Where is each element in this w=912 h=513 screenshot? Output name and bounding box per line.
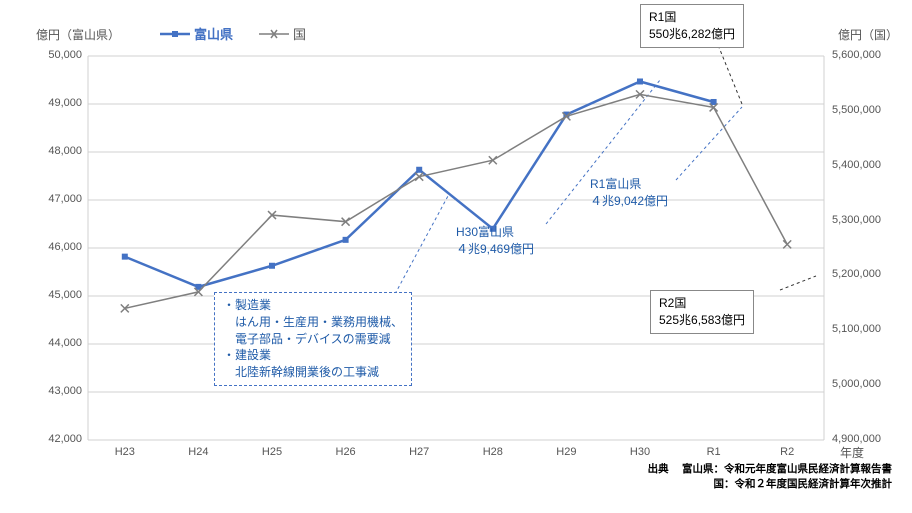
yleft-tick: 43,000 [22, 385, 82, 397]
yleft-tick: 47,000 [22, 193, 82, 205]
yleft-tick: 49,000 [22, 97, 82, 109]
x-tick: H26 [336, 446, 356, 458]
source-line-0: 富山県：令和元年度富山県民経済計算報告書 [682, 463, 892, 475]
yright-tick: 5,400,000 [832, 159, 912, 171]
yleft-tick: 45,000 [22, 289, 82, 301]
x-tick: H23 [115, 446, 135, 458]
annotation-r2-kuni: R2国525兆6,583億円 [650, 290, 754, 334]
yright-tick: 5,300,000 [832, 214, 912, 226]
source-block: 出典 富山県：令和元年度富山県民経済計算報告書 国：令和２年度国民経済計算年次推… [648, 462, 892, 491]
annotation-h30-toyama: H30富山県４兆9,469億円 [456, 224, 534, 258]
annotation-reasons: ・製造業 はん用・生産用・業務用機械、 電子部品・デバイスの需要減・建設業 北陸… [214, 292, 412, 386]
annotation-r1-kuni: R1国550兆6,282億円 [640, 4, 744, 48]
x-tick: H29 [556, 446, 576, 458]
yleft-tick: 42,000 [22, 433, 82, 445]
x-tick: R2 [780, 446, 794, 458]
yright-tick: 5,600,000 [832, 49, 912, 61]
annotation-r1-toyama: R1富山県４兆9,042億円 [590, 176, 668, 210]
x-tick: H30 [630, 446, 650, 458]
x-tick: R1 [707, 446, 721, 458]
source-line-1: 国：令和２年度国民経済計算年次推計 [714, 478, 893, 490]
yright-tick: 5,500,000 [832, 104, 912, 116]
yleft-tick: 50,000 [22, 49, 82, 61]
yleft-tick: 46,000 [22, 241, 82, 253]
x-tick: H27 [409, 446, 429, 458]
yright-tick: 5,000,000 [832, 378, 912, 390]
x-tick: H28 [483, 446, 503, 458]
x-tick: H24 [188, 446, 208, 458]
x-tick: H25 [262, 446, 282, 458]
chart-container: 億円（富山県） 億円（国） 年度 富山県 国 42,00043,00044,00… [0, 0, 912, 513]
yleft-tick: 48,000 [22, 145, 82, 157]
yright-tick: 5,200,000 [832, 268, 912, 280]
source-label: 出典 [648, 463, 669, 475]
yright-tick: 4,900,000 [832, 433, 912, 445]
yright-tick: 5,100,000 [832, 323, 912, 335]
yleft-tick: 44,000 [22, 337, 82, 349]
